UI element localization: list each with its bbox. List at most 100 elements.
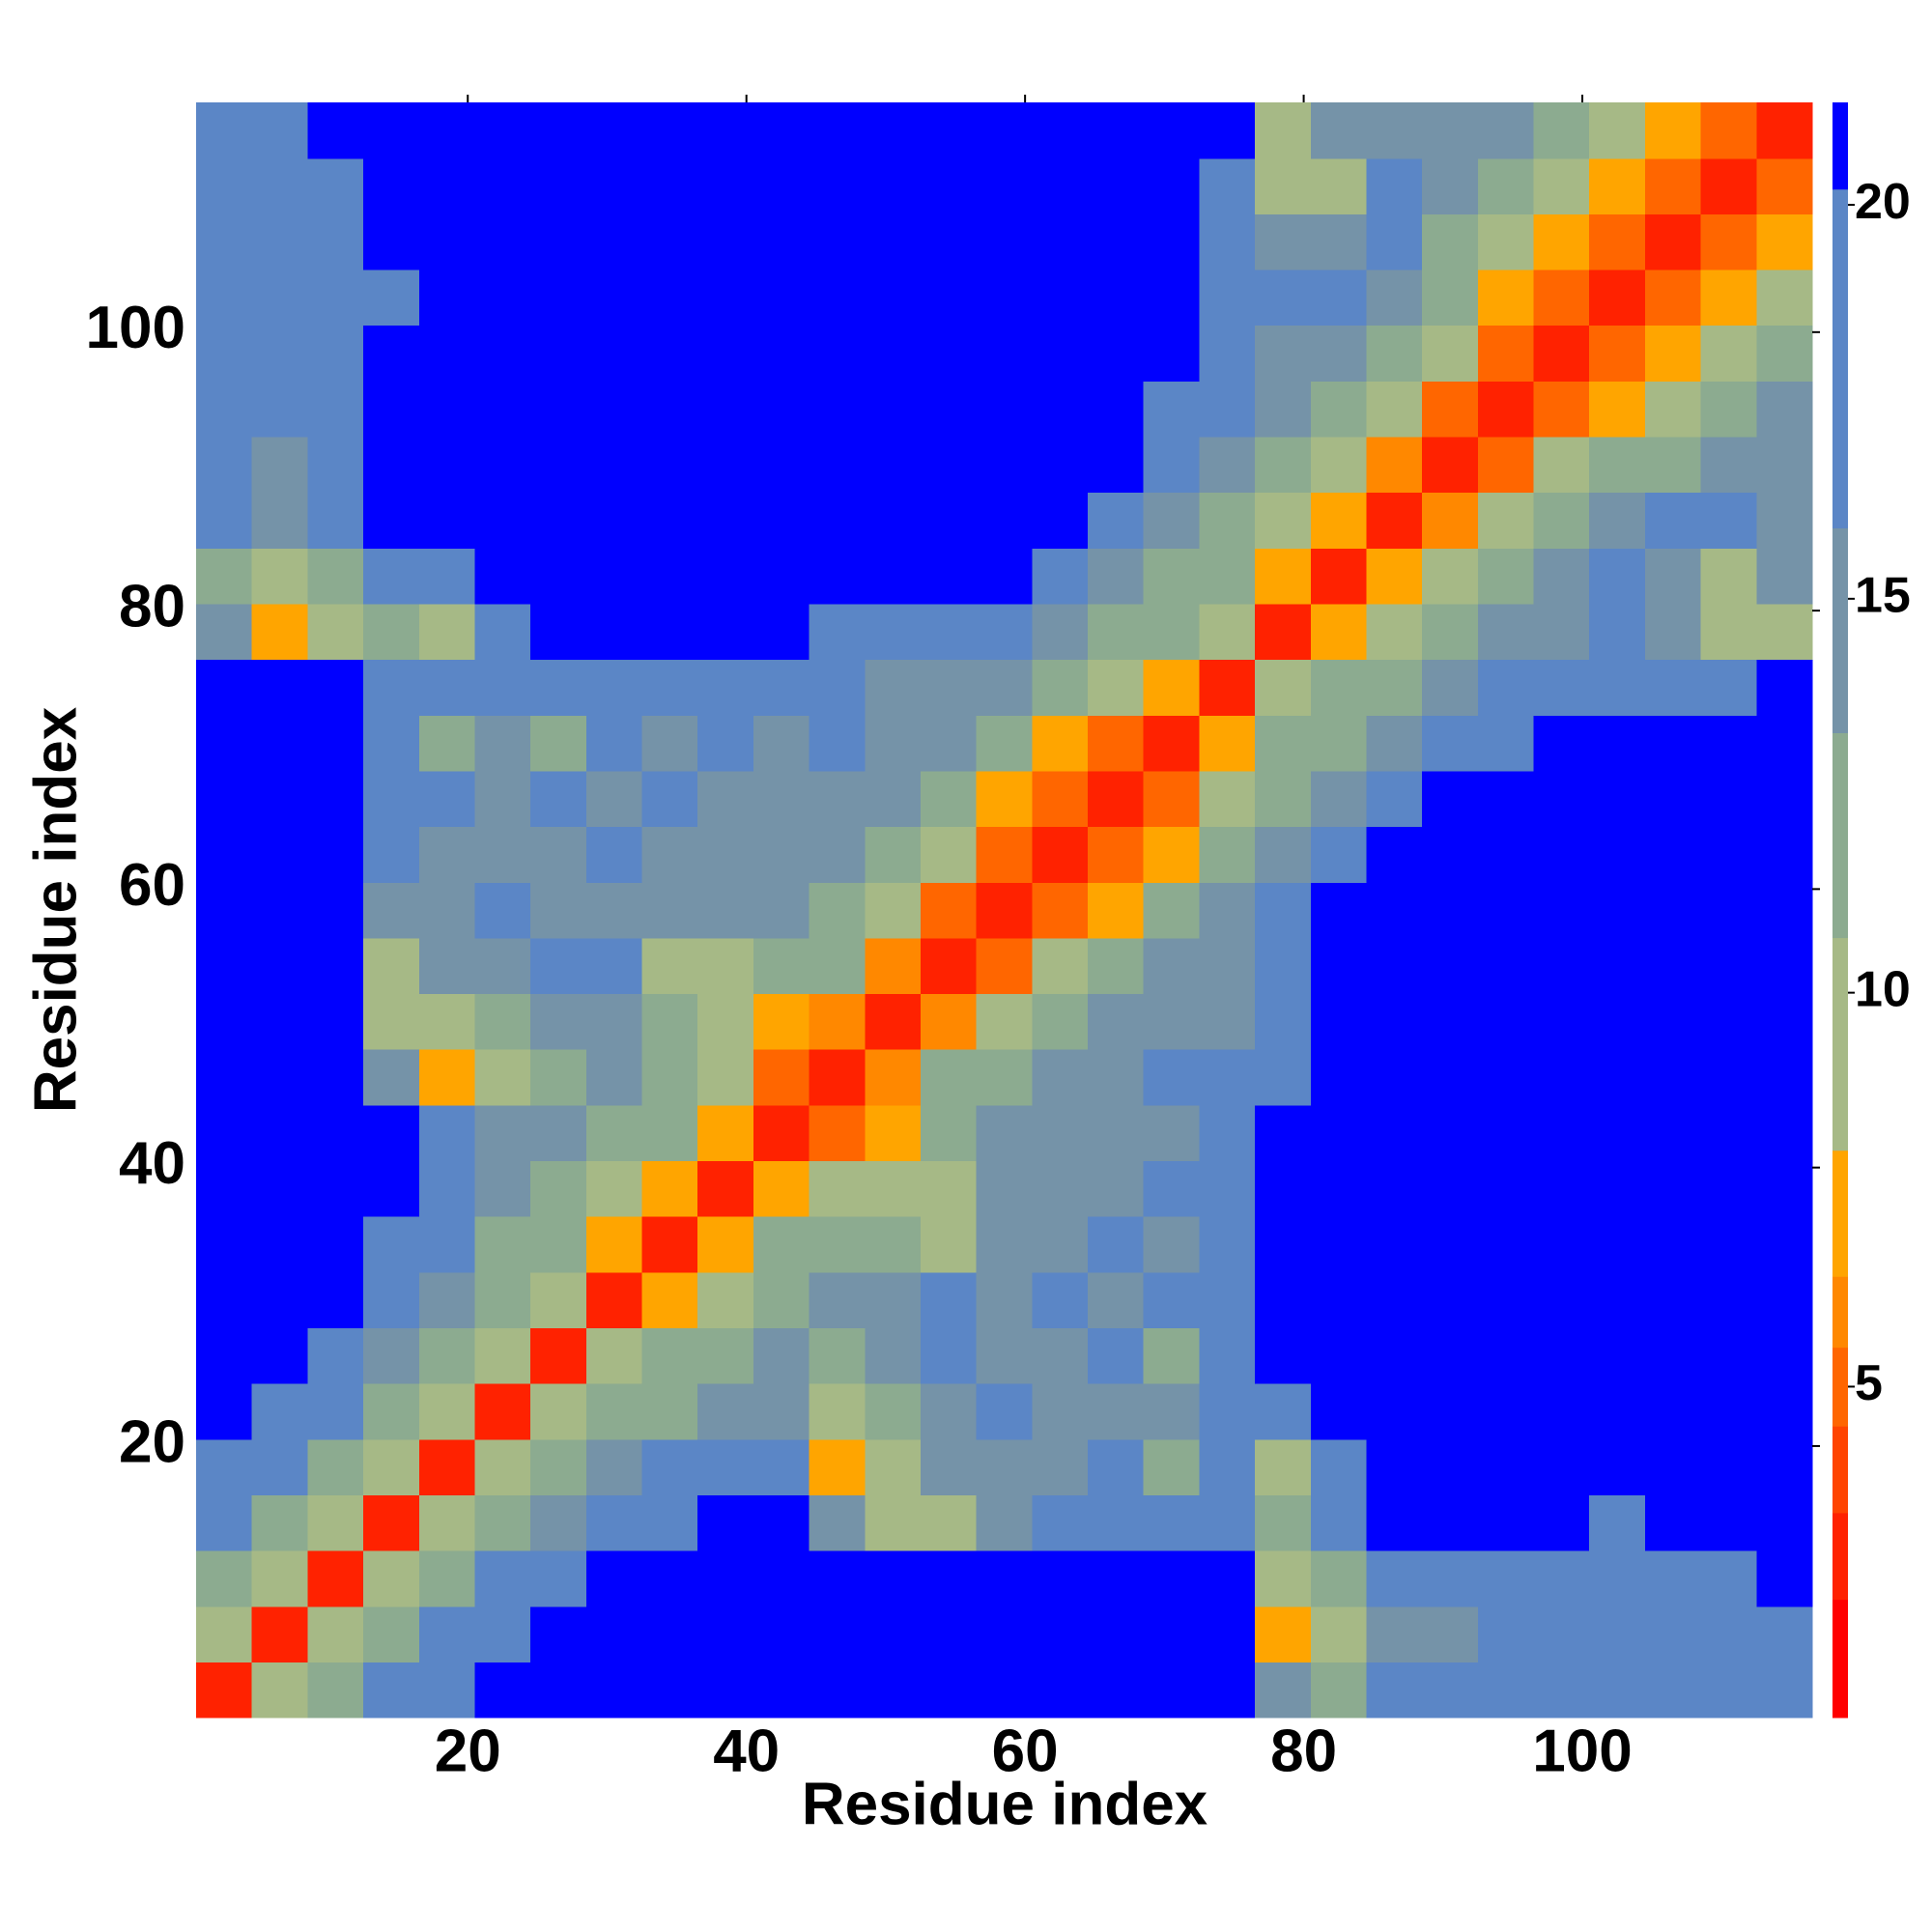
cell [809, 436, 866, 494]
cell [1477, 1160, 1535, 1217]
cell [1255, 826, 1312, 883]
cell [474, 1605, 531, 1662]
cell [418, 993, 476, 1050]
cell [1533, 325, 1590, 382]
cell [753, 1216, 810, 1273]
cell [641, 325, 698, 382]
cell [1366, 1104, 1423, 1162]
cell [697, 1049, 754, 1106]
cell [1032, 993, 1089, 1050]
cell [1366, 1216, 1423, 1273]
cell [641, 1550, 698, 1607]
cell [1589, 269, 1646, 327]
cell [809, 993, 866, 1050]
cell [920, 1383, 978, 1440]
cell [1088, 1271, 1145, 1329]
cell [585, 1271, 643, 1329]
cell [1255, 770, 1312, 828]
cell [865, 770, 922, 828]
cell [1644, 1494, 1702, 1551]
cell [809, 1327, 866, 1384]
cell [1199, 1383, 1256, 1440]
cell [1756, 1494, 1813, 1551]
cell [1366, 715, 1423, 772]
cell [530, 1216, 587, 1273]
cell [865, 1271, 922, 1329]
cell [474, 882, 531, 939]
cell [976, 603, 1033, 661]
cell [1700, 1271, 1757, 1329]
cell [697, 1271, 754, 1329]
cell [1199, 1438, 1256, 1495]
cell [1088, 826, 1145, 883]
cell [865, 1494, 922, 1551]
cell [1199, 603, 1256, 661]
cell [1644, 102, 1702, 159]
cell [1533, 102, 1590, 159]
cell [920, 993, 978, 1050]
cell [363, 603, 420, 661]
cell [196, 381, 253, 438]
cell [307, 381, 364, 438]
cell [474, 436, 531, 494]
cell [1589, 715, 1646, 772]
cell [1032, 1494, 1089, 1551]
cell [865, 1160, 922, 1217]
cell [196, 213, 253, 270]
cell [1366, 102, 1423, 159]
cell [1756, 325, 1813, 382]
cell [1366, 826, 1423, 883]
cell [865, 213, 922, 270]
cell [920, 548, 978, 605]
cell [363, 548, 420, 605]
cell [585, 381, 643, 438]
cell [418, 770, 476, 828]
cell [1477, 659, 1535, 716]
cell [1366, 1049, 1423, 1106]
cell [1032, 603, 1089, 661]
cell [363, 269, 420, 327]
cell [1533, 1550, 1590, 1607]
cell [418, 102, 476, 159]
cell [641, 1662, 698, 1719]
cell [865, 269, 922, 327]
cell [641, 1327, 698, 1384]
cell [585, 1550, 643, 1607]
cell [1644, 1104, 1702, 1162]
cell [530, 1104, 587, 1162]
cell [920, 937, 978, 995]
cell [1366, 157, 1423, 214]
cell [196, 102, 253, 159]
cell [809, 492, 866, 549]
cell [1255, 1327, 1312, 1384]
cell [641, 548, 698, 605]
cell [363, 1271, 420, 1329]
cell [474, 770, 531, 828]
cell [1644, 1662, 1702, 1719]
cell [251, 1662, 308, 1719]
cell [1366, 1271, 1423, 1329]
cell [418, 325, 476, 382]
cell [585, 1662, 643, 1719]
cell [1199, 1550, 1256, 1607]
cell [196, 269, 253, 327]
colorbar-band [1833, 937, 1848, 1151]
cell [1644, 1216, 1702, 1273]
cell [1477, 993, 1535, 1050]
cell [1644, 492, 1702, 549]
cell [1032, 1104, 1089, 1162]
cell [1756, 492, 1813, 549]
cell [585, 1160, 643, 1217]
cell [697, 715, 754, 772]
cell [809, 548, 866, 605]
cell [1255, 993, 1312, 1050]
cell [474, 269, 531, 327]
cell [196, 1160, 253, 1217]
cell [1477, 1049, 1535, 1106]
cell [1143, 993, 1201, 1050]
cell [1310, 603, 1368, 661]
cell [363, 1605, 420, 1662]
cell [1032, 937, 1089, 995]
cell [1756, 882, 1813, 939]
cell [809, 1104, 866, 1162]
